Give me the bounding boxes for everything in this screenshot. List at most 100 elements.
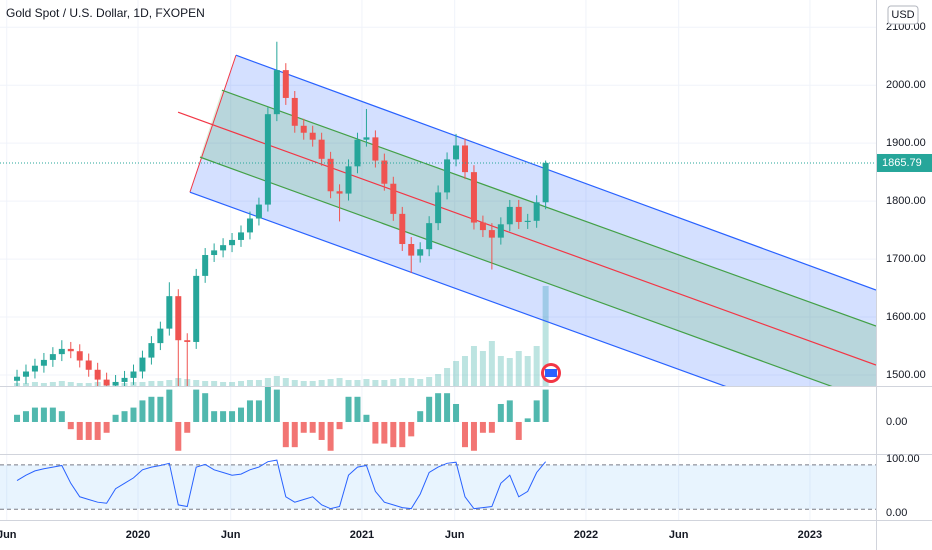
macd-bar xyxy=(94,421,101,440)
candle-body xyxy=(202,255,209,276)
volume-bar xyxy=(488,341,495,386)
macd-bar xyxy=(390,421,397,448)
candle-body xyxy=(31,365,38,372)
macd-bar xyxy=(157,396,164,422)
macd-bar xyxy=(300,421,307,433)
event-flag[interactable] xyxy=(541,363,561,383)
oscillator-line xyxy=(16,459,547,510)
volume-bar xyxy=(524,356,531,386)
candle-body xyxy=(381,160,388,184)
volume-bar xyxy=(533,346,540,386)
macd-bar xyxy=(130,407,137,422)
channel-line xyxy=(189,191,727,386)
macd-bar xyxy=(435,393,442,422)
candle-body xyxy=(300,125,307,133)
volume-bar xyxy=(372,380,379,386)
candle-body xyxy=(435,192,442,224)
oscillator-tick-label: 100.00 xyxy=(886,453,920,465)
volume-bar xyxy=(139,382,146,386)
volume-bar xyxy=(40,383,47,386)
candle-body xyxy=(14,376,21,381)
candle-body xyxy=(40,359,47,366)
volume-bar xyxy=(264,378,271,386)
candle-body xyxy=(148,343,155,358)
channel-edge xyxy=(189,55,237,193)
candle-body xyxy=(506,206,513,225)
macd-bar xyxy=(211,411,218,422)
macd-bar xyxy=(533,400,540,422)
macd-bar xyxy=(461,421,468,448)
macd-bar xyxy=(282,421,289,448)
volume-bar xyxy=(336,378,343,386)
macd-bar xyxy=(49,407,56,422)
volume-bar xyxy=(58,381,65,386)
macd-bar xyxy=(336,421,343,430)
candle-body xyxy=(318,139,325,159)
macd-bar xyxy=(470,421,477,451)
y-tick-label: 1700.00 xyxy=(886,253,926,265)
macd-bar xyxy=(255,400,262,422)
channel-line xyxy=(235,54,876,291)
candle-body xyxy=(67,348,74,352)
volume-bar xyxy=(399,378,406,386)
candle-body xyxy=(345,166,352,194)
macd-bar xyxy=(264,386,271,422)
macd-bar xyxy=(542,389,549,422)
candle-body xyxy=(255,204,262,219)
macd-bar xyxy=(273,389,280,422)
volume-bar xyxy=(363,379,370,386)
candle-body xyxy=(273,70,280,115)
candle-body xyxy=(309,132,316,140)
volume-bar xyxy=(381,380,388,386)
volume-bar xyxy=(85,383,92,386)
volume-bar xyxy=(318,380,325,386)
x-tick-label: 2020 xyxy=(126,529,150,541)
macd-bar xyxy=(479,421,486,433)
volume-bar xyxy=(417,379,424,386)
candle-body xyxy=(470,172,477,223)
last-price-box xyxy=(877,153,932,172)
macd-bar xyxy=(76,421,83,440)
macd-tick-label: 0.00 xyxy=(886,416,907,428)
currency-label: USD xyxy=(891,9,914,21)
volume-bar xyxy=(148,381,155,386)
macd-bar xyxy=(506,400,513,422)
candle-body xyxy=(166,296,173,329)
candle-body xyxy=(112,381,119,386)
candle-body xyxy=(238,232,245,240)
macd-bar xyxy=(22,411,29,422)
macd-bar xyxy=(112,414,119,422)
macd-bar xyxy=(426,396,433,422)
macd-bar xyxy=(372,421,379,444)
candle-body xyxy=(184,340,191,342)
x-tick-label: 2023 xyxy=(798,529,822,541)
macd-bar xyxy=(193,389,200,422)
candle-body xyxy=(497,224,504,238)
candle-body xyxy=(264,114,271,205)
macd-bar xyxy=(175,421,182,451)
macd-bar xyxy=(238,407,245,422)
candle-body xyxy=(533,202,540,221)
channel-line xyxy=(199,156,833,386)
volume-bar xyxy=(166,380,173,386)
macd-bar xyxy=(166,389,173,422)
volume-bar xyxy=(309,381,316,386)
candle-body xyxy=(211,250,218,256)
macd-bar xyxy=(345,396,352,422)
volume-bar xyxy=(67,382,74,386)
macd-bar xyxy=(58,411,65,422)
volume-bar xyxy=(193,380,200,386)
macd-bar xyxy=(103,421,110,433)
macd-bar xyxy=(184,421,191,433)
macd-bar xyxy=(444,393,451,422)
macd-bar xyxy=(229,411,236,422)
macd-bar xyxy=(524,418,531,422)
macd-bar xyxy=(488,421,495,433)
volume-bar xyxy=(246,380,253,386)
macd-bar xyxy=(318,421,325,440)
candle-body xyxy=(417,249,424,256)
macd-bar xyxy=(408,421,415,437)
candle-body xyxy=(22,371,29,377)
candle-body xyxy=(426,223,433,250)
candle-body xyxy=(291,97,298,126)
